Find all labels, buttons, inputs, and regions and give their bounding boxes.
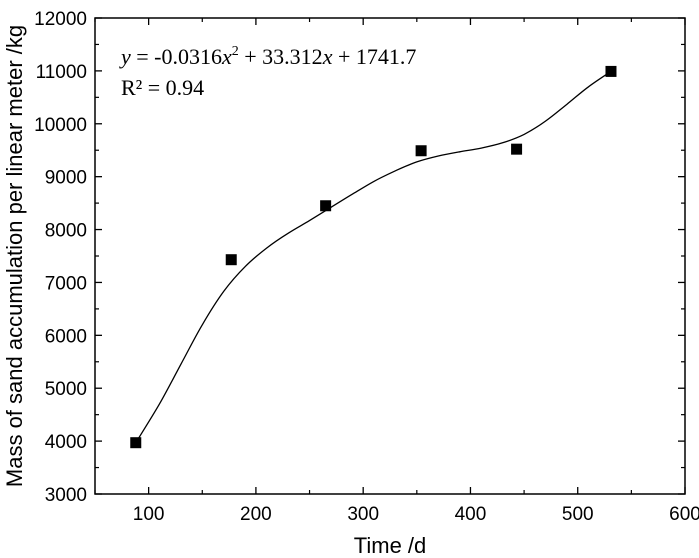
x-tick-label: 500 (562, 504, 594, 525)
y-tick-label: 3000 (45, 485, 87, 506)
data-point (415, 145, 427, 157)
r-squared-label: R² = 0.94 (121, 75, 204, 100)
axis-ticks (94, 17, 686, 495)
data-point (225, 254, 237, 266)
x-tick-label: 200 (240, 504, 272, 525)
y-tick-label: 6000 (45, 326, 87, 347)
y-axis-title: Mass of sand accumulation per linear met… (2, 25, 27, 487)
data-point (511, 143, 523, 155)
y-tick-label: 10000 (34, 115, 87, 136)
data-points (130, 65, 617, 449)
x-tick-label: 400 (455, 504, 487, 525)
data-point (605, 65, 617, 77)
y-tick-label: 8000 (45, 221, 87, 242)
equation-label: y = -0.0316x2 + 33.312x + 1741.7 (119, 44, 416, 69)
x-axis-title: Time /d (354, 533, 427, 558)
tick-labels: 100 200 300 400 500 600 3000 4000 5000 6000 7000 80… (34, 9, 699, 525)
y-tick-label: 12000 (34, 9, 87, 30)
x-tick-label: 600 (669, 504, 699, 525)
y-tick-label: 4000 (45, 432, 87, 453)
fit-curve (135, 70, 612, 444)
data-point (130, 437, 142, 449)
x-tick-label: 300 (347, 504, 379, 525)
data-point (320, 200, 332, 212)
y-tick-label: 5000 (45, 379, 87, 400)
y-tick-label: 11000 (36, 62, 87, 83)
y-tick-label: 7000 (45, 273, 87, 294)
x-tick-label: 100 (133, 504, 165, 525)
y-tick-label: 9000 (45, 168, 87, 189)
